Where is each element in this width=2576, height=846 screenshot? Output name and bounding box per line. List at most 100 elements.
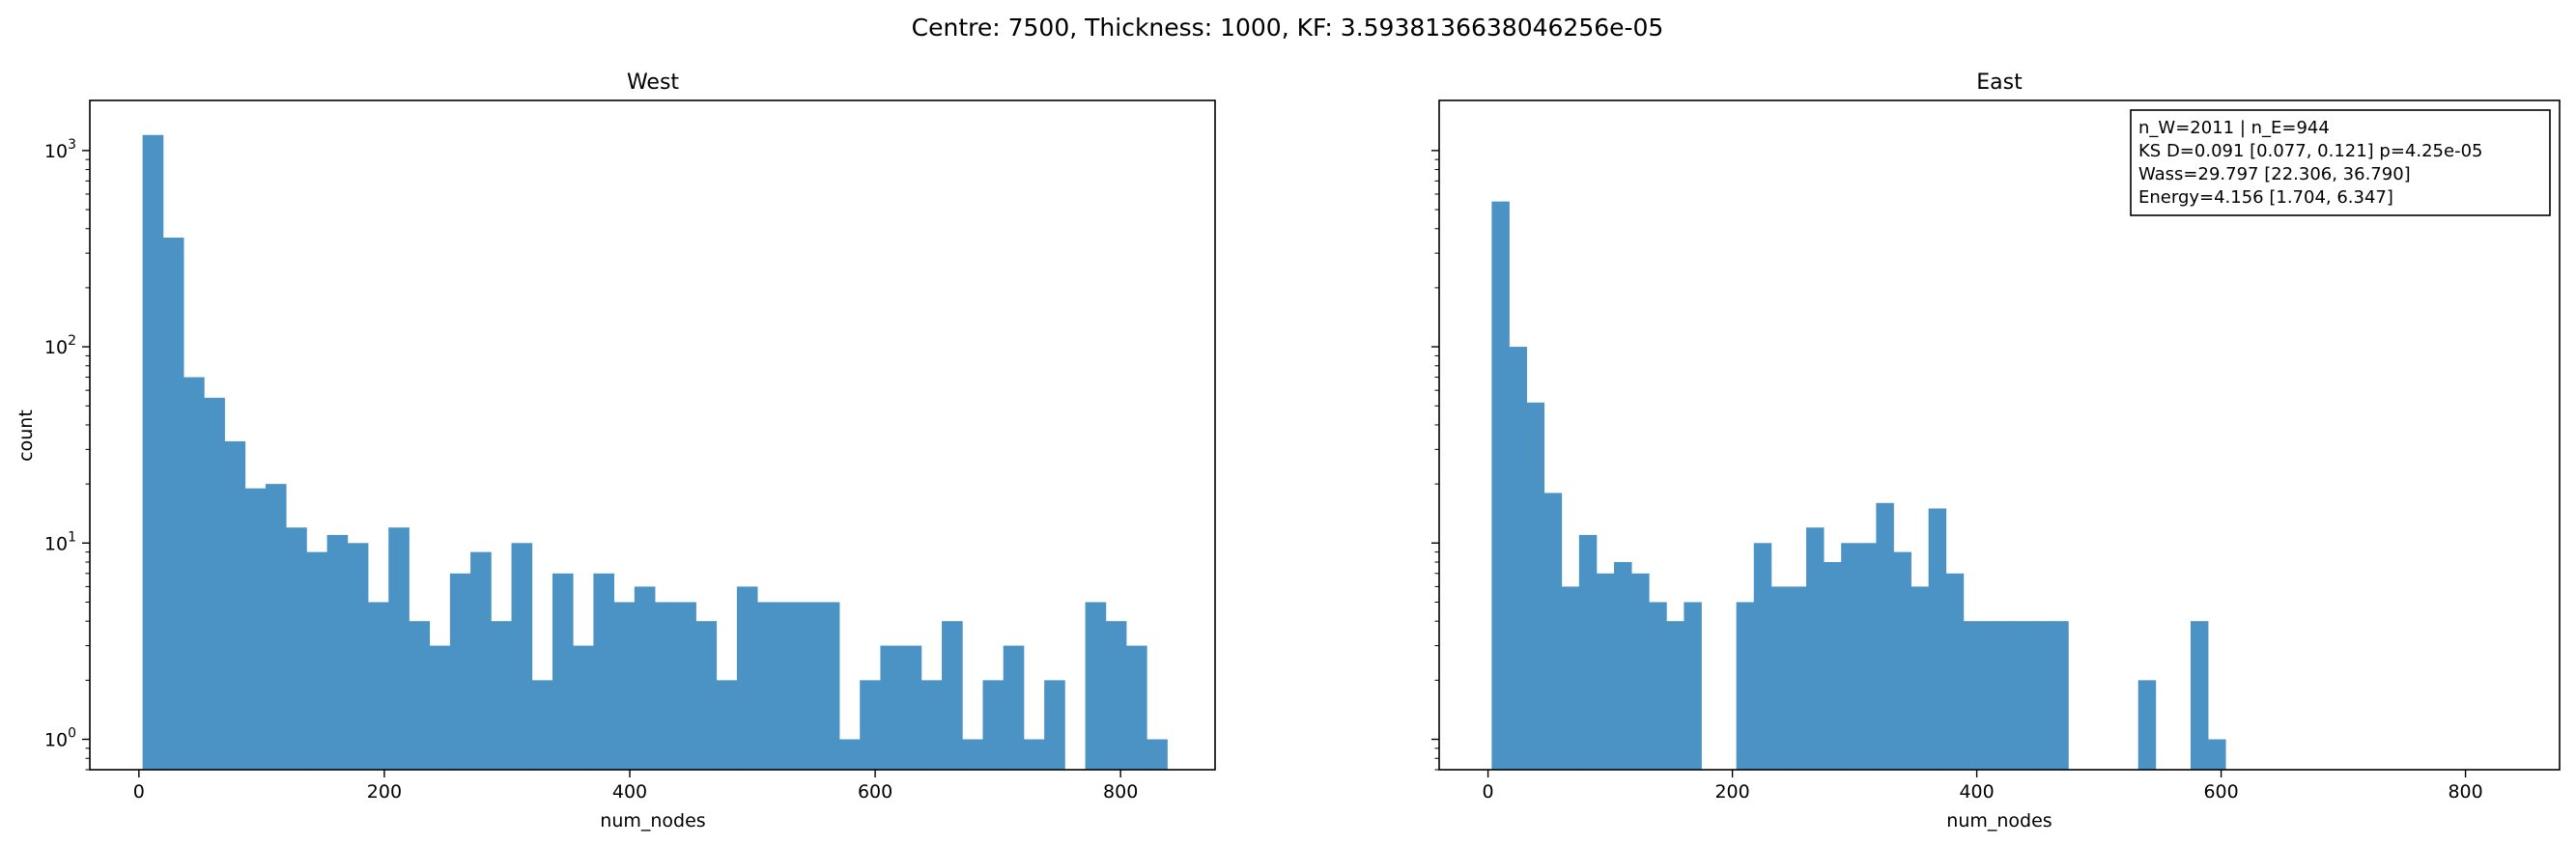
- west-histogram-bar: [204, 397, 225, 770]
- west-histogram-bar: [265, 484, 287, 770]
- east-histogram-bar: [2033, 621, 2052, 770]
- west-bars: [142, 134, 1168, 771]
- west-x-tick-label: 600: [858, 781, 892, 803]
- east-xlabel: num_nodes: [1946, 810, 2052, 832]
- east-histogram-bar: [1491, 201, 1510, 770]
- west-axes-frame: [89, 99, 1216, 771]
- east-x-tick-label: 0: [1483, 781, 1494, 803]
- west-histogram-bar: [388, 527, 410, 770]
- east-histogram-bar: [1736, 602, 1755, 770]
- west-histogram-bar: [1044, 680, 1065, 770]
- west-y-tick-label: 103: [44, 137, 76, 162]
- east-histogram-bar: [1928, 508, 1947, 770]
- stats-line-ks: KS D=0.091 [0.077, 0.121] p=4.25e-05: [2138, 141, 2482, 161]
- west-histogram-bar: [491, 621, 512, 770]
- west-histogram-bar: [1023, 739, 1045, 770]
- west-histogram-bar: [552, 573, 574, 770]
- east-x-tick-label: 600: [2203, 781, 2238, 803]
- east-bars: [1491, 201, 2226, 770]
- west-histogram-bar: [368, 602, 389, 770]
- west-histogram-bar: [757, 602, 778, 770]
- west-ylabel: count: [15, 409, 37, 462]
- east-histogram-bar: [1770, 586, 1790, 770]
- west-histogram-bar: [409, 621, 431, 770]
- west-histogram-bar: [1105, 621, 1127, 770]
- west-histogram-bar: [675, 602, 696, 770]
- east-histogram-bar: [1945, 573, 1965, 770]
- east-x-tick-label: 400: [1959, 781, 1994, 803]
- east-x-tick-label: 200: [1714, 781, 1749, 803]
- west-xlabel: num_nodes: [600, 810, 705, 832]
- west-histogram-bar: [1126, 645, 1147, 770]
- west-histogram-bar: [573, 645, 594, 770]
- east-histogram-bar: [1876, 502, 1894, 770]
- east-ticks: 0 200 400 600 800: [1431, 150, 2483, 803]
- east-histogram-bar: [1578, 534, 1598, 770]
- west-histogram-bar: [798, 602, 820, 770]
- west-histogram-bar: [838, 739, 861, 770]
- stats-line-energy: Energy=4.156 [1.704, 6.347]: [2138, 187, 2393, 208]
- east-histogram-bar: [2208, 739, 2226, 770]
- figure-suptitle: Centre: 7500, Thickness: 1000, KF: 3.593…: [912, 14, 1664, 42]
- west-histogram-bar: [695, 621, 718, 770]
- west-histogram-bar: [347, 543, 369, 770]
- west-histogram-bar: [449, 573, 471, 770]
- east-histogram-bar: [1788, 586, 1807, 770]
- west-histogram-bar: [982, 680, 1005, 770]
- west-histogram-bar: [470, 551, 492, 770]
- west-histogram-bar: [716, 680, 738, 770]
- west-histogram-bar: [1146, 739, 1168, 770]
- stats-line-wasserstein: Wass=29.797 [22.306, 36.790]: [2138, 164, 2411, 184]
- east-histogram-bar: [1649, 602, 1667, 770]
- west-histogram-bar: [531, 680, 553, 770]
- east-histogram-bar: [1509, 347, 1527, 770]
- east-histogram-bar: [1997, 621, 2017, 770]
- east-histogram-bar: [1824, 562, 1842, 770]
- west-histogram-bar: [880, 645, 902, 770]
- east-title: East: [1976, 70, 2023, 95]
- east-histogram-bar: [1893, 551, 1911, 770]
- west-histogram-bar: [1003, 645, 1025, 770]
- west-histogram-bar: [224, 440, 246, 770]
- east-histogram-bar: [1561, 586, 1580, 770]
- west-x-tick-label: 800: [1103, 781, 1138, 803]
- east-x-tick-label: 800: [2448, 781, 2482, 803]
- east-stats-annotation: n_W=2011 | n_E=944 KS D=0.091 [0.077, 0.…: [2130, 109, 2551, 216]
- east-histogram-bar: [1543, 493, 1563, 770]
- west-histogram-bar: [306, 551, 327, 770]
- stats-line-counts: n_W=2011 | n_E=944: [2138, 118, 2330, 138]
- east-histogram-bar: [1526, 402, 1545, 770]
- west-histogram-bar: [818, 602, 840, 770]
- east-histogram-bar: [1753, 543, 1772, 770]
- west-histogram-bar: [511, 543, 533, 770]
- west-title: West: [627, 70, 679, 95]
- east-histogram-bar: [1806, 527, 1825, 770]
- west-histogram-bar: [634, 586, 656, 770]
- east-histogram-bar: [2051, 621, 2069, 770]
- east-histogram-bar: [1631, 573, 1650, 770]
- east-stats-box: [2130, 109, 2551, 216]
- west-histogram-bar: [962, 739, 983, 770]
- east-histogram-bar: [1666, 621, 1684, 770]
- east-histogram-bar: [1596, 573, 1615, 770]
- west-histogram-bar: [1085, 602, 1107, 770]
- west-histogram-bar: [736, 586, 758, 770]
- west-histogram-bar: [942, 621, 963, 770]
- west-x-tick-label: 200: [367, 781, 402, 803]
- east-histogram-bar: [1614, 562, 1632, 770]
- east-histogram-bar: [1684, 602, 1702, 770]
- east-axes-frame: [1438, 99, 2561, 771]
- west-histogram-bar: [613, 602, 636, 770]
- west-histogram-bar: [655, 602, 676, 770]
- west-histogram-bar: [244, 488, 267, 770]
- west-histogram-bar: [162, 238, 184, 771]
- west-histogram-bar: [900, 645, 922, 770]
- east-histogram-bar: [2016, 621, 2034, 770]
- west-histogram-bar: [326, 534, 349, 770]
- west-histogram-bar: [184, 377, 205, 770]
- east-histogram-bar: [1858, 543, 1877, 770]
- east-histogram-bar: [2137, 680, 2157, 770]
- west-histogram-bar: [593, 573, 615, 770]
